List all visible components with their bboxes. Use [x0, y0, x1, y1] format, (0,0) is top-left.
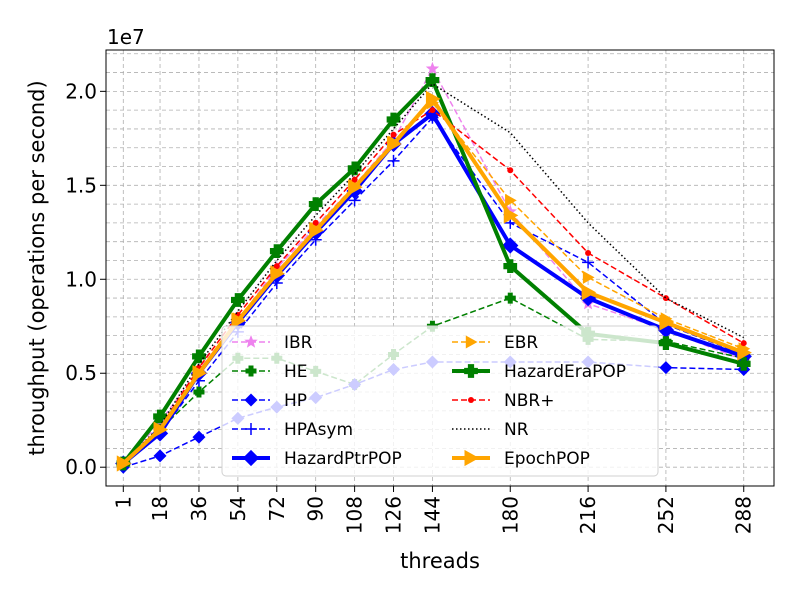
- data-point-epochpop: [348, 179, 363, 196]
- axes-frame: [105, 49, 775, 487]
- data-point-ibr: [425, 61, 440, 75]
- data-point-hp: [153, 449, 167, 463]
- data-point-ebr: [505, 193, 517, 207]
- data-point-hazarderapop: [308, 197, 323, 211]
- data-point-hazarderapop: [386, 112, 401, 127]
- y-axis-label: throughput (operations per second): [25, 80, 49, 455]
- x-tick-label: 108: [343, 496, 367, 534]
- data-point-nbr: [507, 167, 514, 174]
- legend-label-nbr: NBR+: [504, 391, 554, 411]
- legend-marker-hazarderapop: [464, 364, 478, 378]
- y-tick-label: 0.0: [65, 455, 97, 479]
- data-point-hazarderapop: [269, 244, 284, 258]
- data-point-nbr: [273, 263, 280, 270]
- legend-label-he: HE: [284, 362, 308, 382]
- x-tick-label: 54: [226, 496, 250, 521]
- data-point-hazarderapop: [153, 409, 167, 424]
- data-point-hp: [659, 361, 673, 375]
- legend-label-hp: HP: [284, 391, 307, 411]
- legend: IBR HE HP HPAsym HazardPtrPOP EBR HazardEraPOP…: [221, 325, 659, 477]
- x-tick-label: 90: [304, 496, 328, 521]
- x-tick-label: 252: [654, 496, 678, 534]
- data-point-hazarderapop: [230, 293, 245, 307]
- x-tick-label: 1: [111, 496, 135, 509]
- legend-marker-hpasym: [245, 423, 257, 435]
- x-axis-label: threads: [400, 549, 480, 573]
- legend-marker-nbr: [468, 397, 474, 403]
- data-point-hazarderapop: [192, 349, 206, 364]
- x-tick-label: 288: [732, 496, 756, 534]
- y-tick-label: 1.0: [65, 267, 97, 291]
- data-point-epochpop: [659, 314, 675, 331]
- legend-marker-hazardptrpop: [242, 449, 260, 467]
- x-tick-label: 180: [498, 496, 522, 534]
- x-tick-label: 18: [148, 496, 172, 521]
- data-point-nbr: [429, 107, 436, 114]
- legend-label-ibr: IBR: [284, 333, 313, 353]
- data-point-nbr: [312, 219, 319, 226]
- y-tick-label: 1.5: [65, 173, 97, 197]
- data-point-epochpop: [425, 90, 441, 107]
- x-tick-label: 126: [382, 496, 406, 534]
- data-point-hazarderapop: [425, 73, 440, 87]
- data-point-ebr: [582, 270, 595, 284]
- legend-label-nr: NR: [504, 420, 529, 440]
- data-point-epochpop: [231, 312, 246, 329]
- data-point-epochpop: [116, 455, 132, 472]
- data-point-epochpop: [192, 365, 208, 382]
- data-point-hpasym: [387, 154, 400, 167]
- legend-label-hazarderapop: HazardEraPOP: [504, 362, 626, 382]
- x-tick-label: 216: [576, 496, 600, 534]
- data-point-nbr: [585, 249, 592, 256]
- data-point-he: [504, 292, 516, 304]
- offset-text: 1e7: [107, 25, 145, 49]
- x-tick-label: 36: [187, 496, 211, 521]
- legend-label-epochpop: EpochPOP: [504, 449, 590, 469]
- data-point-he: [193, 386, 205, 398]
- data-point-hazarderapop: [347, 161, 362, 176]
- series-epochpop: [116, 90, 752, 472]
- data-point-nbr: [662, 295, 669, 302]
- legend-marker-he: [245, 365, 257, 377]
- y-tick-label: 2.0: [65, 79, 97, 103]
- data-point-epochpop: [309, 222, 324, 239]
- data-point-hpasym: [582, 256, 595, 269]
- data-point-epochpop: [581, 284, 597, 301]
- legend-label-ebr: EBR: [504, 333, 538, 353]
- data-point-hazarderapop: [503, 259, 518, 273]
- data-point-epochpop: [503, 207, 519, 224]
- legend-marker-ibr: [244, 335, 258, 348]
- data-point-nbr: [351, 176, 358, 183]
- data-point-epochpop: [387, 135, 402, 153]
- data-point-nbr: [390, 131, 397, 138]
- data-point-hazardptrpop: [502, 237, 519, 254]
- legend-box: [221, 325, 659, 477]
- legend-marker-hp: [244, 393, 258, 407]
- x-tick-label: 144: [420, 496, 444, 534]
- legend-label-hazardptrpop: HazardPtrPOP: [284, 449, 402, 469]
- data-point-hazarderapop: [659, 336, 673, 351]
- data-point-epochpop: [737, 344, 752, 361]
- legend-marker-epochpop: [464, 449, 480, 467]
- data-point-hazarderapop: [736, 356, 751, 371]
- data-point-epochpop: [153, 421, 169, 438]
- data-point-hp: [192, 430, 206, 444]
- data-point-hazardptrpop: [424, 105, 441, 123]
- data-point-nbr: [740, 340, 747, 347]
- y-tick-label: 0.5: [65, 361, 97, 385]
- data-point-epochpop: [270, 265, 285, 282]
- legend-marker-ebr: [465, 335, 478, 349]
- legend-label-hpasym: HPAsym: [284, 420, 353, 440]
- x-tick-label: 72: [265, 496, 289, 521]
